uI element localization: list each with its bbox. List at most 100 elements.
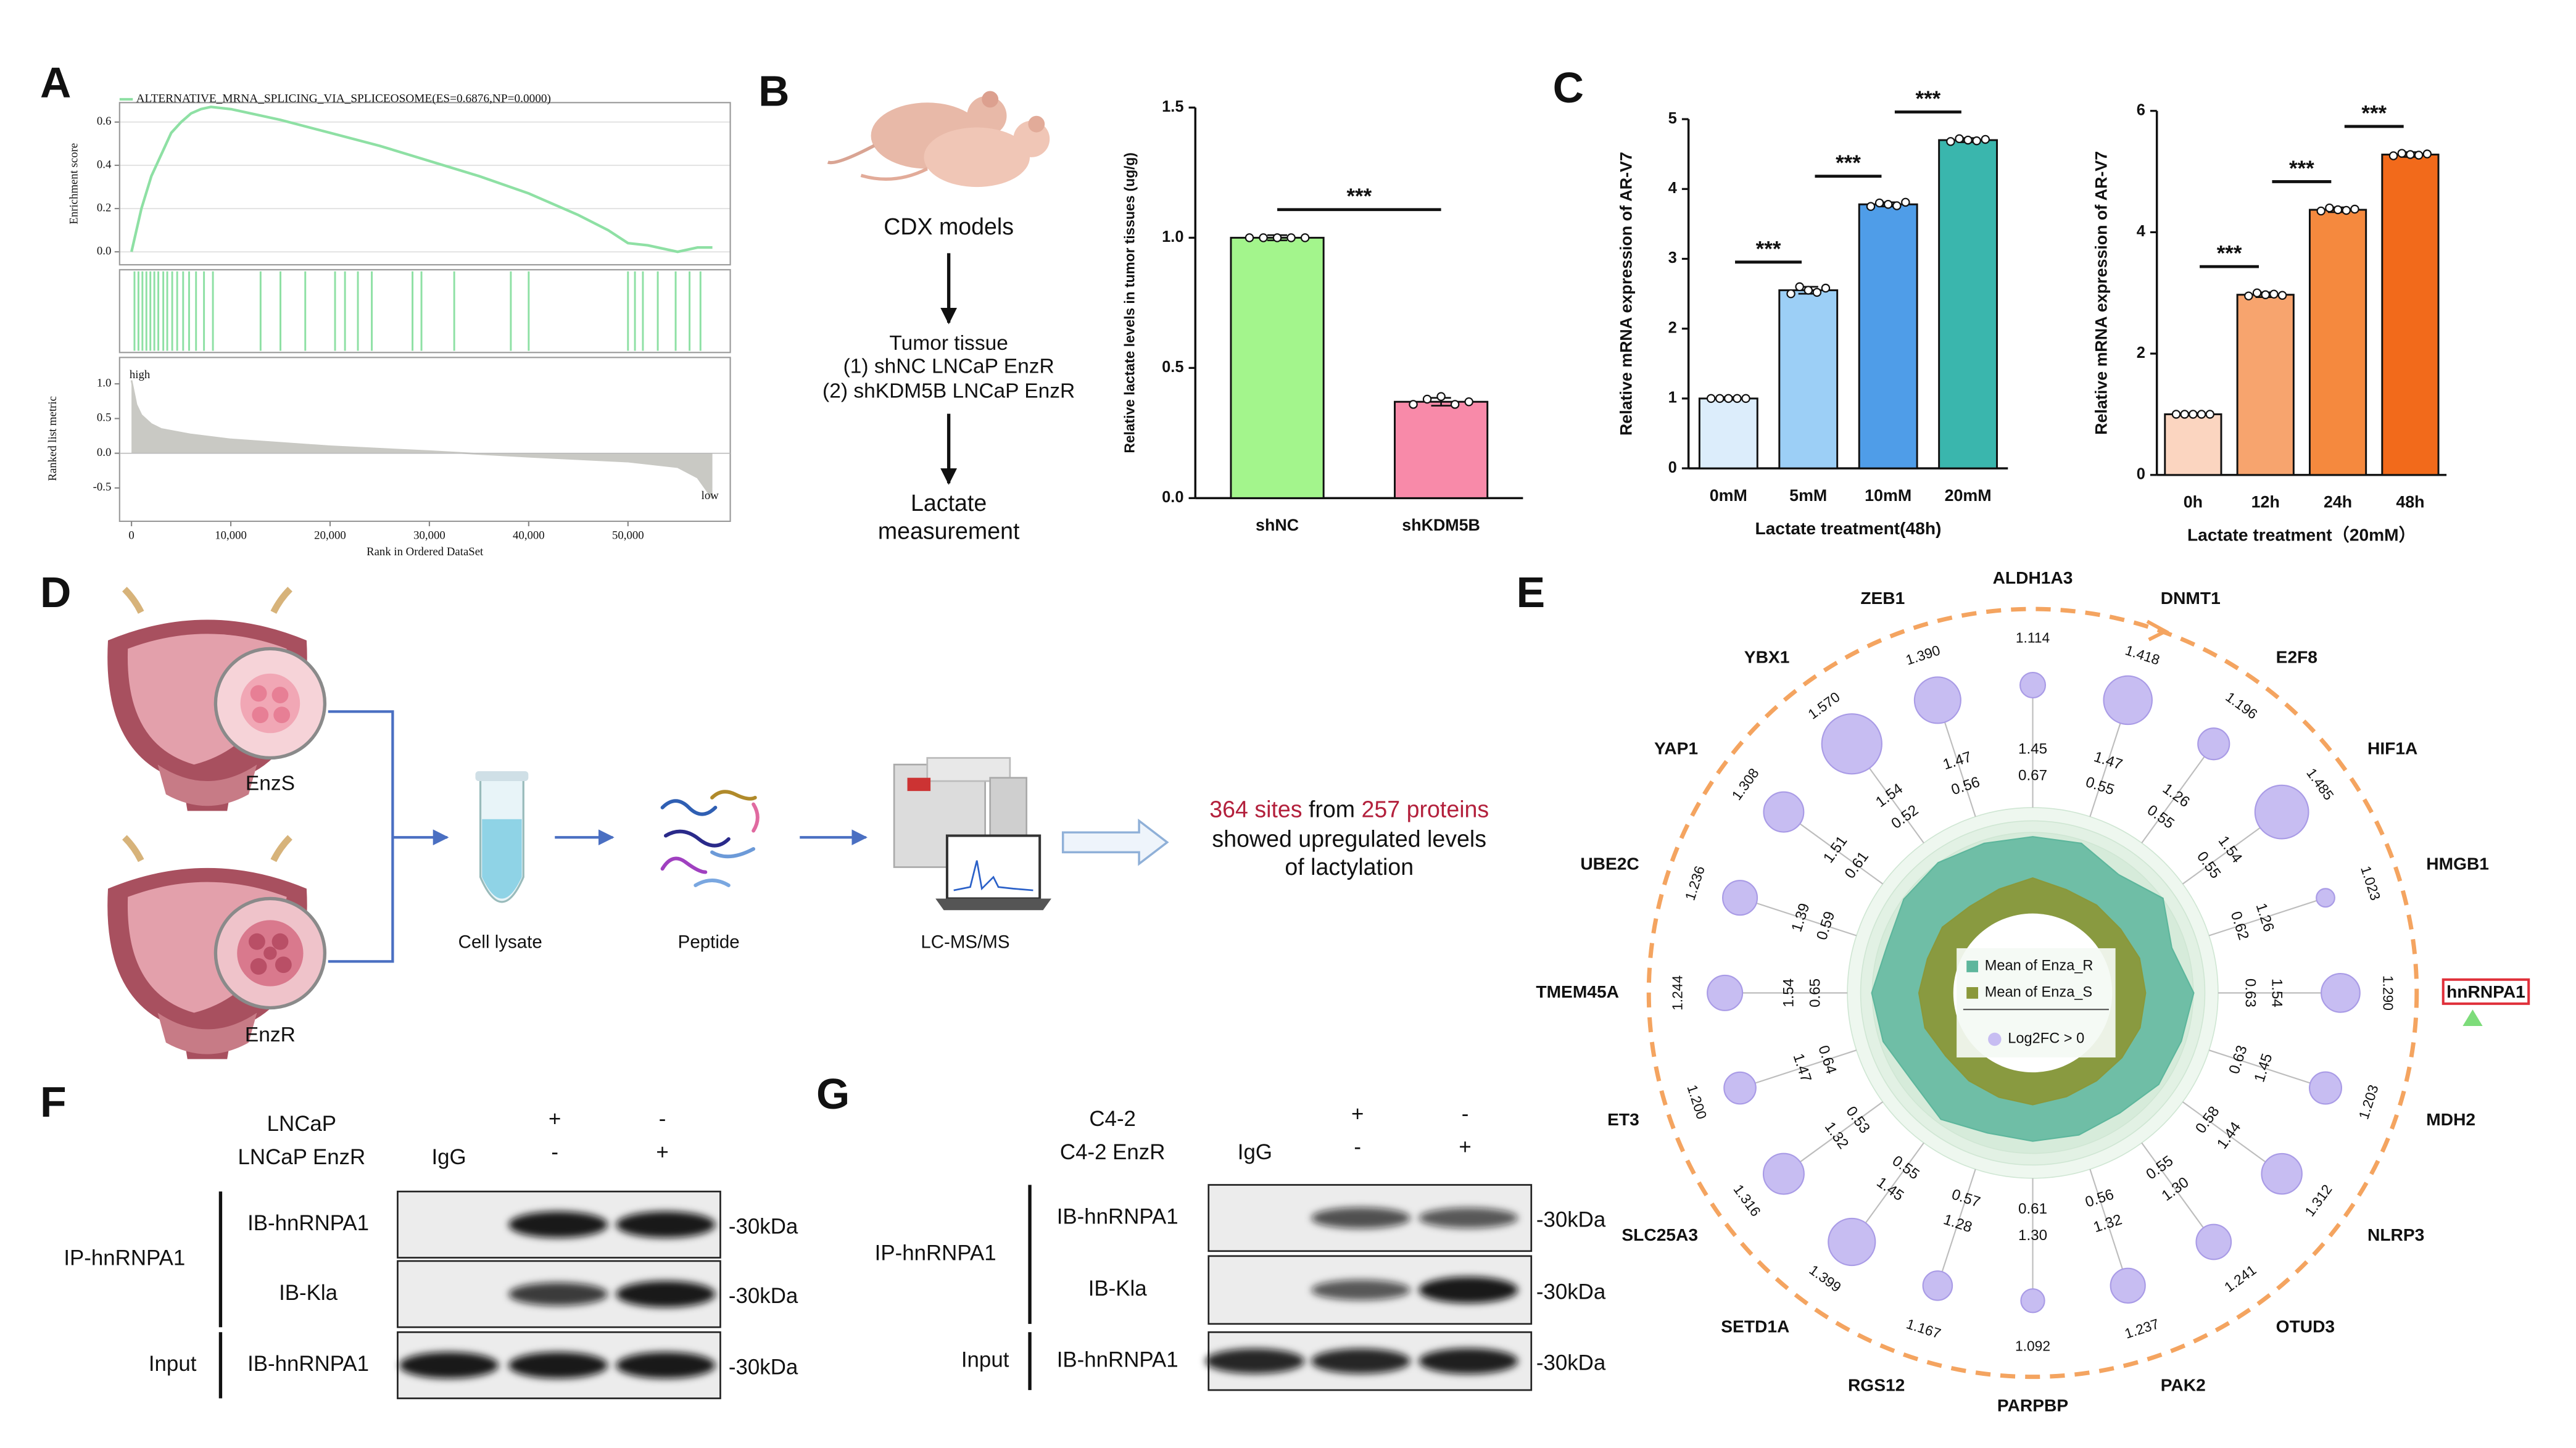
spoke xyxy=(2182,1101,2281,1173)
step-label: Peptide xyxy=(678,932,740,953)
y-tick-label: 1.5 xyxy=(1162,98,1183,115)
blot-band xyxy=(1418,1348,1518,1375)
y-tick-label: 0.0 xyxy=(97,446,111,459)
bubble xyxy=(1828,1217,1876,1267)
series-value-label: 0.55 xyxy=(2084,774,2116,798)
x-tick-label: 10,000 xyxy=(215,529,247,542)
data-point xyxy=(1259,233,1268,242)
x-tick-label: 24h xyxy=(2324,492,2352,511)
series-value-label: 1.47 xyxy=(2092,748,2124,773)
y-tick-label: 0.5 xyxy=(97,412,111,424)
spoke xyxy=(2208,1049,2324,1088)
value-label: 1.237 xyxy=(2123,1315,2161,1341)
x-tick-label: 48h xyxy=(2396,492,2424,511)
value-label: 1.196 xyxy=(2222,689,2260,722)
ip-label: IP-hnRNPA1 xyxy=(875,1241,996,1265)
category-label: hnRNPA1 xyxy=(2446,982,2525,1001)
x-tick-label: 0h xyxy=(2184,492,2203,511)
spoke xyxy=(1741,1049,1857,1088)
significance-label: *** xyxy=(1346,184,1372,209)
size-marker: -30kDa xyxy=(1536,1208,1606,1232)
data-point xyxy=(1741,394,1750,403)
series-value-label: 1.32 xyxy=(2092,1211,2124,1236)
bar xyxy=(1778,289,1839,470)
panel-label: G xyxy=(816,1070,850,1118)
plot-frame xyxy=(118,269,731,354)
y-tick-label: 2 xyxy=(1668,319,1677,336)
legend-swatch xyxy=(1988,1032,2002,1046)
ib-label: IB-hnRNPA1 xyxy=(1057,1204,1178,1228)
series-value-label: 1.28 xyxy=(1942,1211,1974,1236)
bar xyxy=(1858,203,1918,470)
series-value-label: 0.63 xyxy=(2242,978,2259,1007)
y-tick-label: 3 xyxy=(1668,249,1677,267)
bubble xyxy=(1763,791,1805,833)
value-label: 1.092 xyxy=(2015,1338,2050,1354)
size-marker: -30kDa xyxy=(729,1214,798,1238)
y-tick-label: -0.5 xyxy=(93,481,112,494)
x-axis-label: Lactate treatment(48h) xyxy=(1755,519,1941,538)
readout-label: Lactate xyxy=(911,490,987,516)
data-point xyxy=(1892,201,1902,210)
series-value-label: 1.30 xyxy=(2159,1174,2192,1204)
mice-illustration xyxy=(827,91,1050,188)
series-value-label: 0.55 xyxy=(2143,1152,2176,1183)
value-label: 1.200 xyxy=(1684,1083,1710,1121)
x-tick-label: 20mM xyxy=(1945,486,1992,505)
significance-label: *** xyxy=(2361,101,2387,125)
y-axis-label: Enrichment score xyxy=(68,143,81,225)
y-axis-label: Ranked list metric xyxy=(46,396,59,481)
series-value-label: 1.47 xyxy=(1941,748,1974,773)
bubble xyxy=(2254,784,2309,840)
bubble xyxy=(2020,1288,2045,1314)
connector xyxy=(328,710,447,963)
data-point xyxy=(2422,149,2432,159)
y-tick-label: 1.0 xyxy=(1162,228,1183,246)
tube-icon xyxy=(475,771,529,903)
zoom-enzr xyxy=(213,896,327,1010)
series-value-label: 0.52 xyxy=(1888,801,1921,832)
data-point xyxy=(1963,135,1973,145)
x-tick-label: 50,000 xyxy=(612,529,644,542)
significance-label: *** xyxy=(1836,151,1861,175)
bar xyxy=(1698,397,1758,470)
value-label: 1.316 xyxy=(1730,1181,1764,1219)
data-point xyxy=(1795,282,1804,292)
category-label: YBX1 xyxy=(1744,647,1790,666)
data-point xyxy=(2261,290,2270,299)
value-label: 1.312 xyxy=(2301,1181,2335,1219)
bubble xyxy=(1707,974,1744,1011)
category-label: ALDH1A3 xyxy=(1993,568,2073,587)
data-point xyxy=(2342,205,2351,215)
legend-box xyxy=(1957,948,2116,1057)
spoke xyxy=(1741,898,1857,937)
value-label: 1.244 xyxy=(1670,975,1686,1011)
series-value-label: 0.61 xyxy=(2018,1201,2047,1217)
spoke xyxy=(2089,1169,2128,1285)
data-point xyxy=(2189,410,2198,419)
y-tick-label: 1 xyxy=(1668,389,1677,407)
spoke xyxy=(1784,1101,1884,1173)
data-point xyxy=(1955,134,1964,144)
x-tick-label: shKDM5B xyxy=(1402,516,1480,534)
data-point xyxy=(1946,137,1955,146)
value-label: 1.418 xyxy=(2123,642,2161,668)
data-point xyxy=(1883,199,1893,209)
bubble xyxy=(1913,676,1961,724)
data-point xyxy=(2269,289,2279,299)
control-label: IgG xyxy=(431,1145,466,1169)
series-value-label: 1.32 xyxy=(1821,1119,1852,1152)
bubble xyxy=(2261,1152,2303,1195)
x-axis-label: Lactate treatment（20mM） xyxy=(2187,524,2416,544)
peptide-icon xyxy=(660,790,760,887)
zoom-enzs xyxy=(213,647,327,760)
data-point xyxy=(2171,410,2181,419)
value-label: 1.167 xyxy=(1905,1315,1943,1341)
bubble xyxy=(1821,713,1882,775)
sample-label: EnzR xyxy=(245,1024,296,1046)
blot-band xyxy=(616,1281,716,1308)
value-label: 1.023 xyxy=(2358,864,2383,902)
result-line: 364 sites from 257 proteins xyxy=(1209,796,1489,822)
